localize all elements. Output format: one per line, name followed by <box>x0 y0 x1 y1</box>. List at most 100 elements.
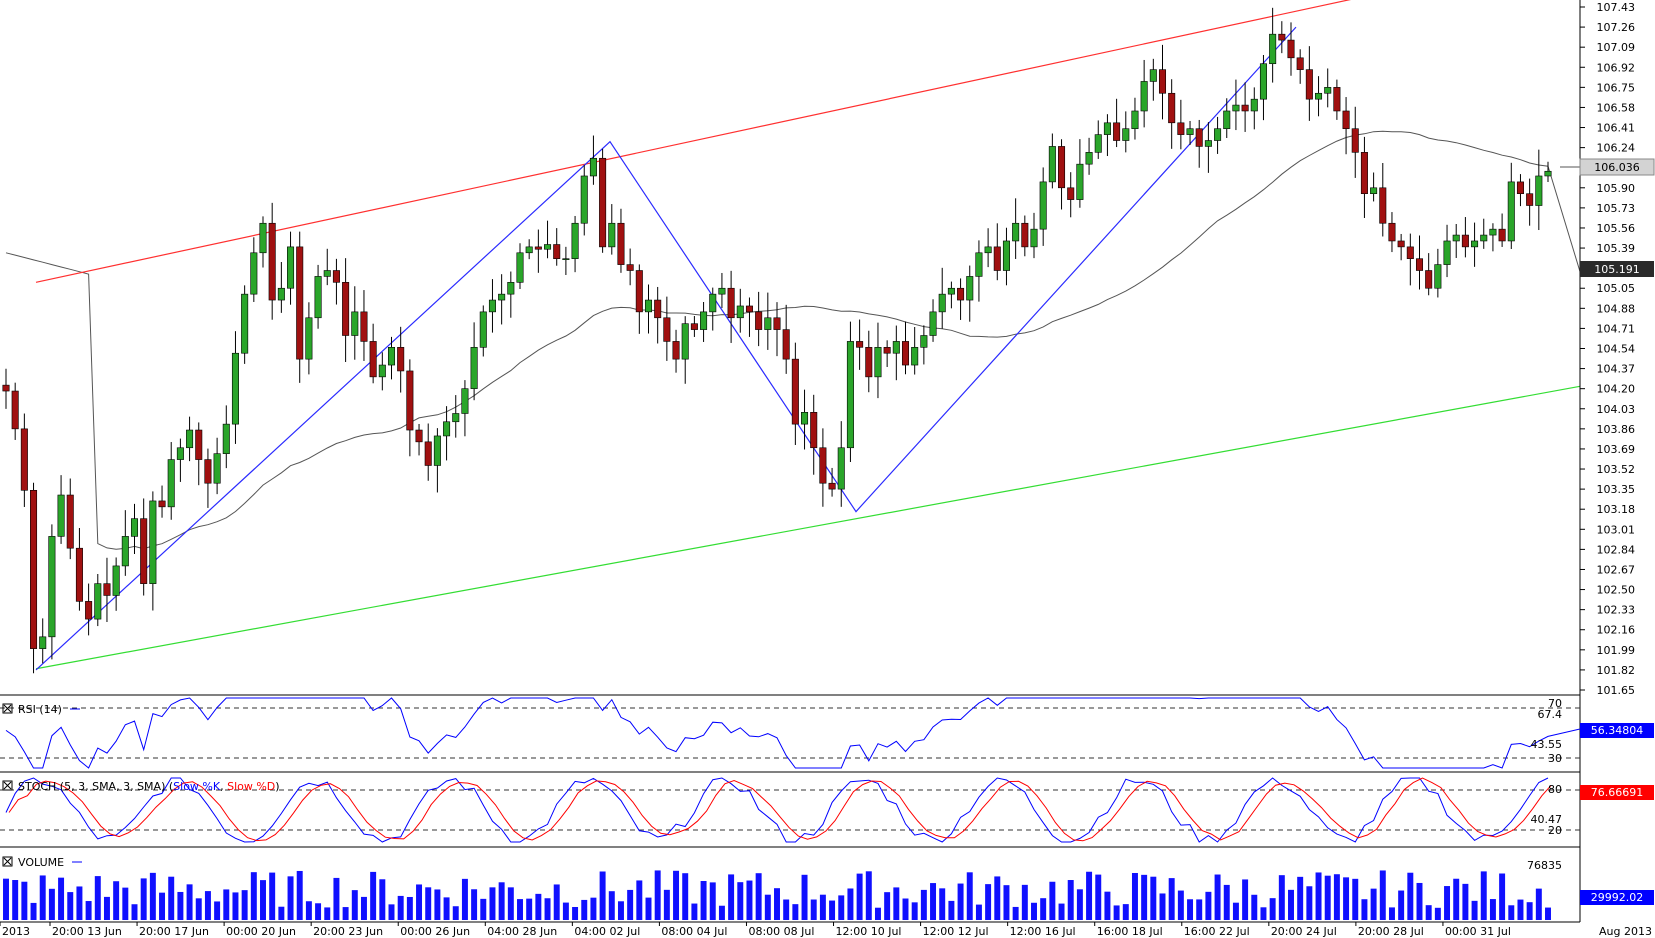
candle-body <box>718 287 726 295</box>
candle-body <box>773 317 781 330</box>
candle-body <box>1214 128 1222 141</box>
candle <box>764 292 772 350</box>
volume-bar <box>1471 900 1478 920</box>
rsi-close-icon[interactable] <box>2 703 13 714</box>
volume-bar <box>1177 890 1184 920</box>
rsi-tag: 56.34804 <box>1580 723 1654 738</box>
candle-body <box>277 287 285 301</box>
candle-body <box>195 429 203 460</box>
volume-bar <box>1416 882 1423 920</box>
candle <box>1296 49 1304 84</box>
current-price-tag <box>1579 158 1655 176</box>
candle <box>663 296 671 361</box>
candle-body <box>342 282 350 336</box>
candle <box>415 423 423 456</box>
candle <box>140 498 148 596</box>
candle-body <box>534 246 542 250</box>
candle-body <box>1241 104 1249 112</box>
candle-body <box>1269 33 1277 65</box>
stoch-title: STOCH (5, 3, SMA, 3, SMA) (Slow %K, Slow… <box>18 780 280 793</box>
volume-bar <box>975 904 982 920</box>
candle <box>1443 224 1451 278</box>
volume-bar <box>489 887 496 920</box>
candle <box>911 327 919 375</box>
price-axis-label: 107.26 <box>1597 21 1636 34</box>
volume-bar <box>1361 899 1368 920</box>
volume-close-icon[interactable] <box>2 856 13 867</box>
volume-bar <box>278 906 285 920</box>
candle-body <box>947 287 955 295</box>
ma-value-text: 105.191 <box>1594 263 1640 276</box>
candle <box>424 423 432 481</box>
candle-body <box>957 287 965 301</box>
candle <box>1507 162 1515 249</box>
stoch-tag: 76.66691 <box>1580 785 1654 800</box>
candle-body <box>406 370 414 431</box>
candle-body <box>755 311 763 330</box>
candle-body <box>1021 222 1029 248</box>
time-axis-right-label: Aug 2013 <box>1599 925 1652 938</box>
candle-body <box>204 459 212 484</box>
candle <box>1168 79 1176 149</box>
candle-body <box>663 317 671 342</box>
time-axis-label: 2013 <box>2 925 30 938</box>
rsi-panel: RSI (14) <box>0 697 1581 769</box>
volume-bar <box>764 894 771 920</box>
candle-body <box>745 305 753 313</box>
price-axis-label: 104.20 <box>1597 383 1636 396</box>
candle-body <box>470 347 478 389</box>
candle-body <box>1443 240 1451 265</box>
stoch-tick: 40.47 <box>1531 813 1563 826</box>
volume-bar <box>865 871 872 920</box>
candle-body <box>231 352 239 425</box>
candle <box>1113 98 1121 148</box>
volume-panel: VOLUME <box>2 856 1551 920</box>
candle-body <box>608 222 616 248</box>
candle-body <box>1186 128 1194 135</box>
candle <box>1002 227 1010 286</box>
candle <box>1434 248 1442 298</box>
volume-bar <box>21 881 28 920</box>
candle-body <box>121 536 129 567</box>
candle <box>938 267 946 329</box>
candle <box>1370 172 1378 202</box>
candle-body <box>1094 134 1102 153</box>
volume-bar <box>663 889 670 920</box>
candle-body <box>1113 122 1121 141</box>
candle-body <box>828 482 836 490</box>
volume-bar <box>636 880 643 920</box>
volume-bar <box>305 901 312 920</box>
candle-body <box>1030 228 1038 248</box>
candle-body <box>644 299 653 313</box>
price-axis-label: 104.37 <box>1597 363 1636 376</box>
volume-bar <box>902 898 909 920</box>
candle <box>461 380 469 437</box>
rsi-tick: 30 <box>1548 752 1562 765</box>
candle <box>231 331 239 444</box>
candle <box>498 274 506 325</box>
candle-body <box>544 244 552 250</box>
candlestick-series <box>2 7 1552 674</box>
candle <box>1315 76 1323 117</box>
price-axis-label: 102.67 <box>1597 563 1636 576</box>
time-axis-label: 20:00 17 Jun <box>139 925 209 938</box>
stoch-close-icon[interactable] <box>2 780 13 791</box>
volume-bar <box>911 902 918 920</box>
volume-bar <box>737 882 744 920</box>
price-axis-label: 104.03 <box>1597 403 1636 416</box>
volume-bar <box>1086 871 1093 920</box>
upper-channel-line <box>35 0 1352 283</box>
candle <box>1223 98 1231 139</box>
volume-bar <box>1058 903 1065 920</box>
stoch-k-line <box>5 777 1549 843</box>
candle <box>1067 172 1075 218</box>
candle <box>828 467 836 497</box>
candle <box>85 583 93 636</box>
candle-body <box>654 299 662 319</box>
candle-body <box>1076 163 1084 200</box>
candle <box>1158 44 1167 120</box>
candle-body <box>176 447 184 460</box>
candle-body <box>901 341 910 366</box>
volume-bar <box>682 873 689 920</box>
volume-bar <box>939 888 946 920</box>
